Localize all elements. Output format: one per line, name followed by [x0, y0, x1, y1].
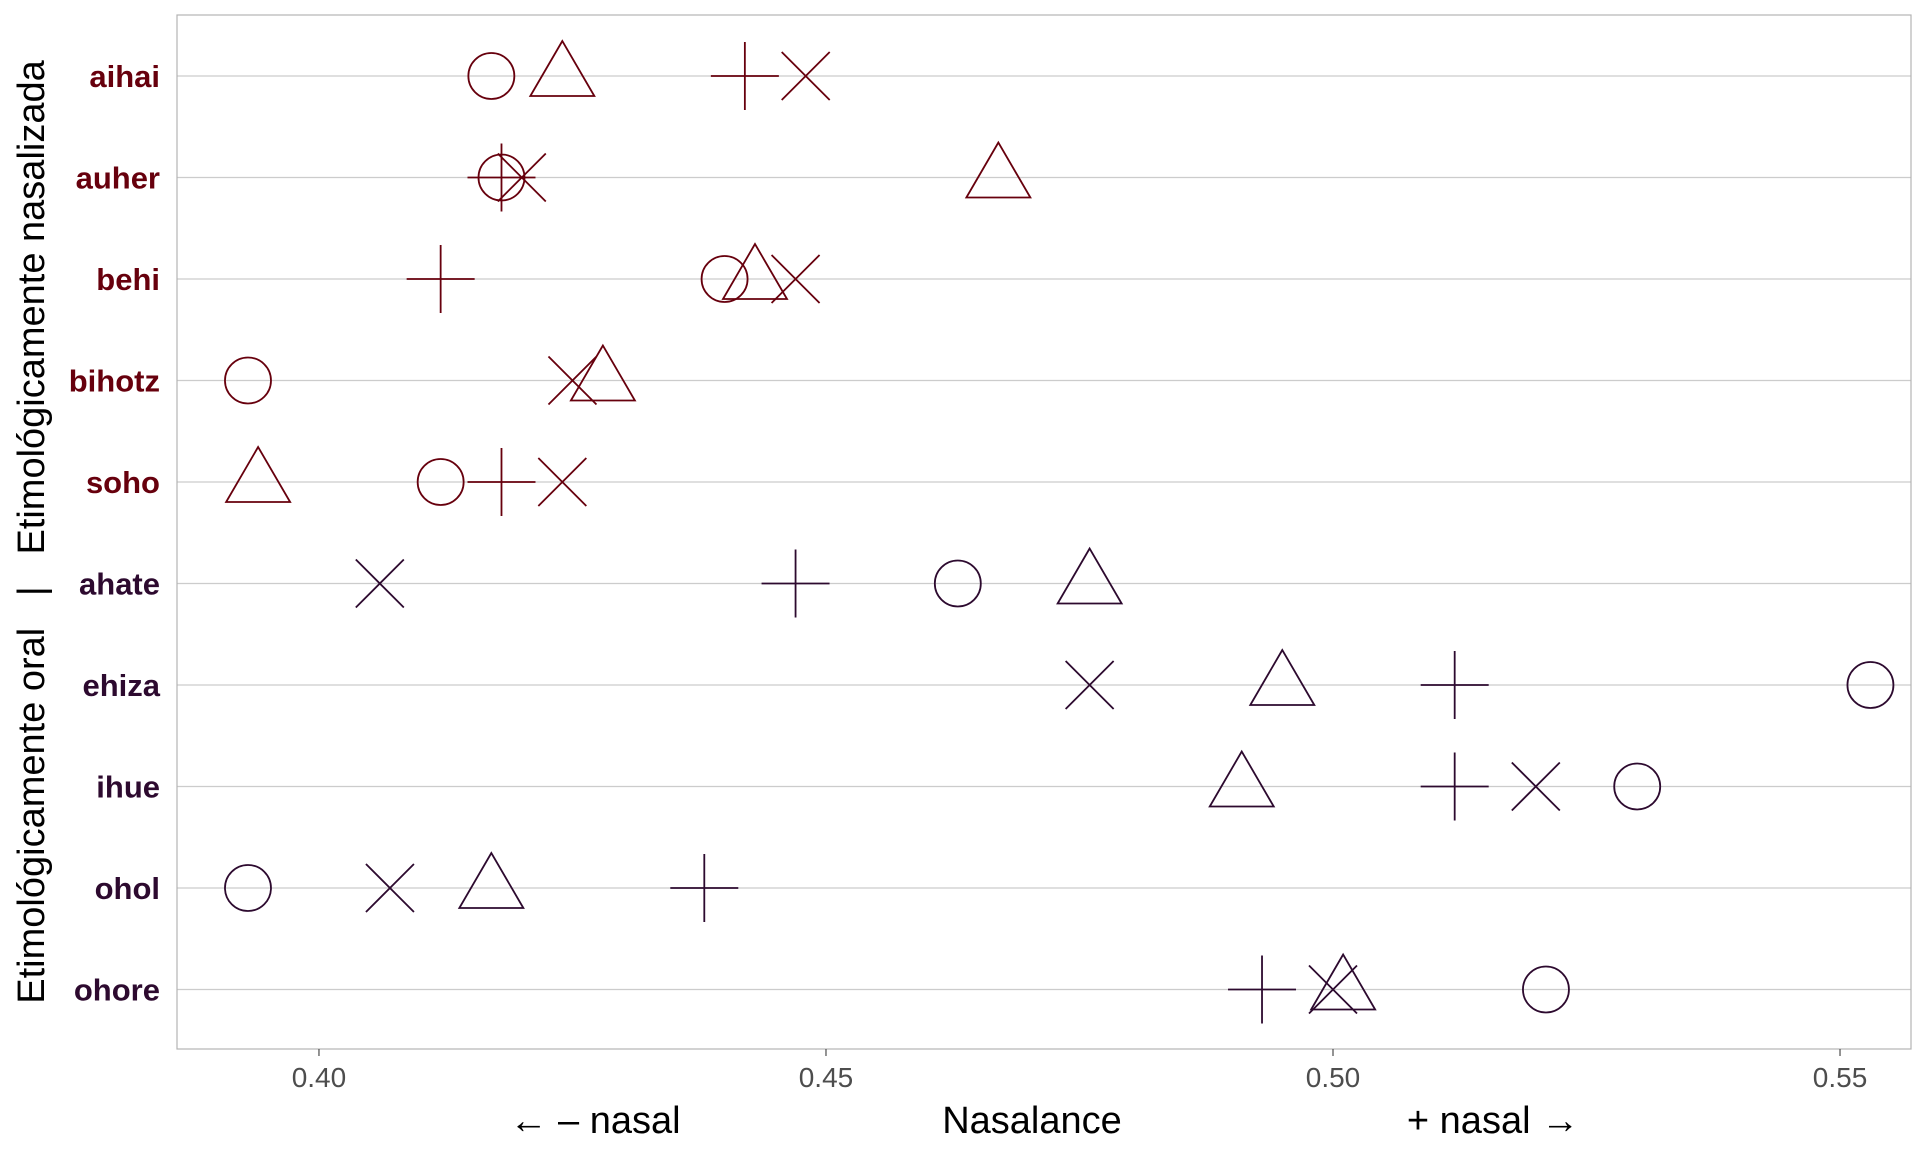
- circle-marker-ehiza: [1846, 661, 1895, 709]
- cross-marker-ihue: [1511, 761, 1561, 812]
- y-tick-label-ahate: ahate: [79, 567, 160, 602]
- circle-marker-behi: [700, 255, 749, 303]
- y-axis-title: Etimológicamente oral | Etimológicamente…: [11, 59, 53, 1003]
- cross-marker-ehiza: [1064, 660, 1115, 710]
- circle-marker-bihotz: [224, 356, 272, 405]
- y-tick-labels: aihai auher behi bihotz soho ahate ehiza ihue oh…: [69, 59, 161, 1008]
- circle-marker-ohol: [224, 864, 272, 912]
- data-markers: [224, 39, 1895, 1024]
- cross-marker-soho: [537, 457, 587, 507]
- y-tick-label-ohol: ohol: [95, 871, 160, 906]
- x-axis-left-annotation: ← – nasal: [509, 1100, 680, 1142]
- x-tick-label: 0.40: [292, 1062, 347, 1093]
- circle-marker-ahate: [933, 559, 982, 608]
- y-tick-label-ihue: ihue: [96, 770, 160, 805]
- x-axis-right-annotation: + nasal →: [1407, 1100, 1579, 1142]
- x-tick-label: 0.45: [799, 1062, 854, 1093]
- triangle-marker-soho: [224, 445, 292, 503]
- circle-marker-ohore: [1522, 965, 1570, 1014]
- cross-marker-ohore: [1308, 964, 1358, 1015]
- plus-marker-soho: [467, 448, 536, 516]
- y-tick-label-soho: soho: [86, 465, 160, 500]
- cross-marker-aihai: [781, 51, 831, 101]
- plus-marker-aihai: [710, 42, 779, 110]
- triangle-marker-ihue: [1208, 749, 1276, 808]
- plus-marker-ihue: [1420, 752, 1489, 821]
- plus-marker-ohore: [1228, 955, 1297, 1024]
- circle-marker-soho: [416, 458, 465, 506]
- cross-marker-behi: [770, 254, 821, 304]
- cross-marker-bihotz: [547, 355, 598, 406]
- panel-border: [176, 14, 1912, 1050]
- circle-marker-ihue: [1613, 762, 1662, 811]
- triangle-marker-aihai: [528, 39, 596, 97]
- x-tick-label: 0.55: [1813, 1062, 1868, 1093]
- cross-marker-ahate: [355, 558, 405, 609]
- x-tick-label: 0.50: [1306, 1062, 1361, 1093]
- cross-marker-auher: [497, 152, 547, 203]
- x-tick-labels: 0.40 0.45 0.50 0.55: [292, 1049, 1868, 1093]
- cross-marker-ohol: [365, 863, 415, 913]
- triangle-marker-ohol: [457, 851, 525, 909]
- plus-marker-ohol: [670, 854, 739, 922]
- triangle-marker-auher: [964, 140, 1032, 199]
- gridlines: [177, 75, 1911, 991]
- plus-marker-ahate: [761, 549, 830, 618]
- triangle-marker-behi: [721, 242, 789, 300]
- y-tick-label-ehiza: ehiza: [82, 668, 160, 703]
- plus-marker-ehiza: [1420, 651, 1489, 719]
- triangle-marker-ahate: [1056, 546, 1124, 605]
- y-tick-label-ohore: ohore: [74, 973, 160, 1008]
- plus-marker-auher: [467, 143, 536, 212]
- y-tick-label-aihai: aihai: [89, 59, 160, 94]
- triangle-marker-bihotz: [569, 343, 637, 402]
- triangle-marker-ohore: [1309, 952, 1377, 1011]
- plus-marker-behi: [406, 245, 475, 313]
- x-axis-title: Nasalance: [942, 1100, 1122, 1142]
- triangle-marker-ehiza: [1248, 648, 1316, 706]
- y-tick-label-auher: auher: [76, 161, 160, 196]
- y-tick-label-behi: behi: [96, 262, 160, 297]
- circle-marker-aihai: [467, 52, 516, 100]
- y-tick-label-bihotz: bihotz: [69, 364, 160, 399]
